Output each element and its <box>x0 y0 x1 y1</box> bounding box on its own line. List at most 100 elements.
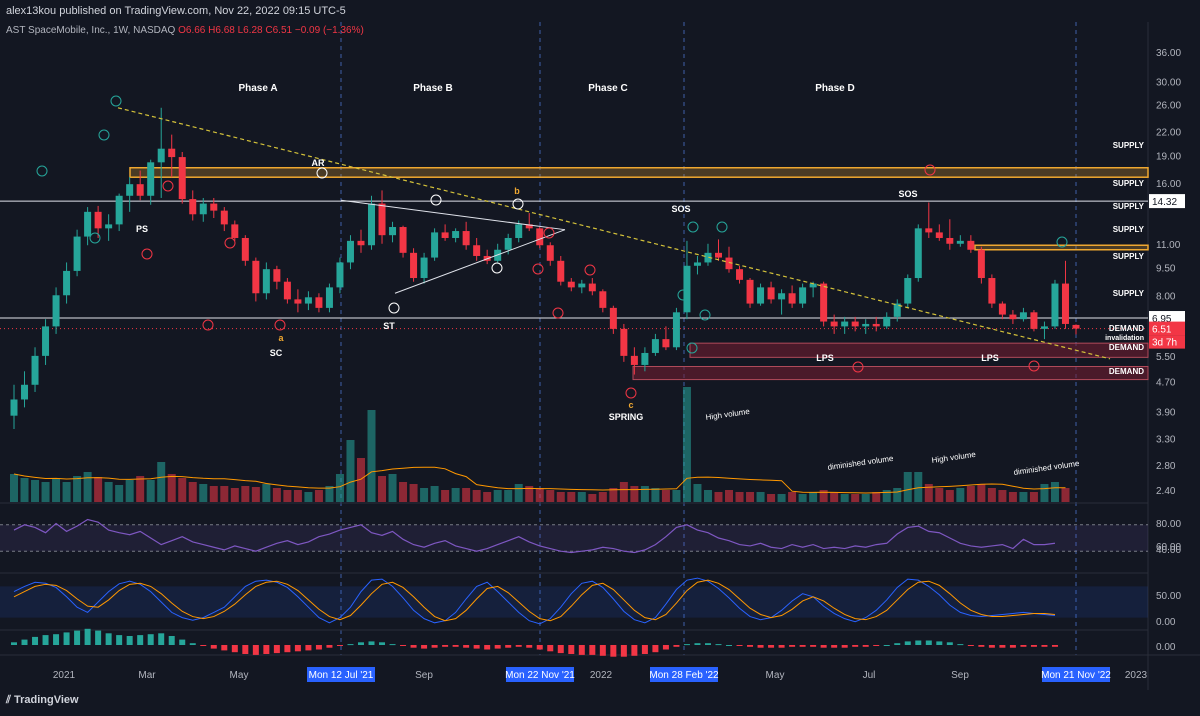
price-axis-label: 36.00 <box>1156 48 1181 59</box>
macd-histogram-bar <box>421 645 428 649</box>
volume-bar <box>703 490 712 502</box>
volume-bar <box>356 458 365 502</box>
candle-body <box>557 260 565 282</box>
macd-histogram-bar <box>273 645 280 654</box>
macd-histogram-bar <box>452 645 459 647</box>
footer-bar: ⫽ TradingView <box>0 690 1200 711</box>
annotations-layer: Phase A Phase B Phase C Phase D SUPPLY SUPPLY… <box>36 83 1145 477</box>
macd-histogram-bar <box>1030 645 1037 647</box>
candle-body <box>841 321 849 327</box>
volume-bar <box>420 488 429 502</box>
macd-histogram-bar <box>557 645 564 654</box>
volume-bar <box>998 490 1007 502</box>
volume-bar <box>62 482 71 502</box>
candle-body <box>820 283 828 322</box>
time-axis-marker <box>1042 667 1110 682</box>
volume-bar <box>914 472 923 502</box>
wave-count-circle <box>686 342 698 354</box>
time-axis-label: Sep <box>951 670 969 681</box>
macd-histogram-bar <box>757 645 764 648</box>
demand-zone <box>632 366 1149 381</box>
macd-histogram-bar <box>84 628 91 645</box>
countdown-label: 3d 7h <box>1152 338 1177 349</box>
wyckoff-label: AR <box>312 158 325 168</box>
volume-bar <box>378 476 387 502</box>
wave-count-circle <box>852 361 864 373</box>
brand-text: TradingView <box>13 694 79 706</box>
macd-histogram-bar <box>294 645 301 652</box>
macd-histogram-bar <box>137 635 144 645</box>
volume-bar <box>52 478 61 502</box>
candle-body <box>935 232 943 238</box>
macd-histogram-bar <box>210 645 217 649</box>
candle-body <box>736 269 744 280</box>
volume-bar <box>346 440 355 502</box>
candle-body <box>672 312 680 348</box>
macd-histogram-bar <box>63 632 70 645</box>
volume-bar <box>178 478 187 502</box>
volume-bar <box>504 490 513 502</box>
macd-histogram-bar <box>515 645 522 647</box>
candle-body <box>199 203 207 215</box>
time-axis-marker <box>650 667 718 682</box>
candle-body <box>904 278 912 304</box>
macd-histogram-bar <box>789 645 796 647</box>
wyckoff-label: SOS <box>898 189 917 199</box>
volume-bar <box>546 490 555 502</box>
volume-bar <box>977 484 986 502</box>
candle-body <box>42 326 50 356</box>
candle-body <box>1061 283 1069 324</box>
time-axis-marker <box>307 667 375 682</box>
volume-bar <box>399 482 408 502</box>
triangle-upper-line <box>340 199 566 231</box>
macd-histogram-bar <box>978 645 985 647</box>
macd-axis-label: 0.00 <box>1156 642 1176 653</box>
candle-body <box>1019 312 1027 320</box>
macd-histogram-bar <box>252 645 259 655</box>
macd-histogram-bar <box>736 645 743 646</box>
candle-body <box>925 228 933 233</box>
candle-body <box>389 227 397 236</box>
time-axis-label: 2021 <box>53 670 76 681</box>
candle-body <box>420 257 428 279</box>
macd-histogram-bar <box>1009 645 1016 648</box>
zone-side-label: SUPPLY <box>1113 252 1145 261</box>
macd-histogram-bar <box>547 645 554 652</box>
price-axis-marker <box>1149 321 1185 336</box>
candle-body <box>714 252 722 258</box>
tradingview-logo[interactable]: ⫽ TradingView <box>6 694 79 706</box>
rsi-axis-label: 40.00 <box>1156 545 1181 556</box>
price-axis-label: 26.00 <box>1156 101 1181 112</box>
candle-body <box>609 307 617 329</box>
price-axis-label: 4.70 <box>1156 377 1176 388</box>
volume-bar <box>525 486 534 502</box>
triangle-lower-line <box>394 229 566 294</box>
candle-body <box>599 291 607 308</box>
price-axis-label: 3.90 <box>1156 407 1176 418</box>
wave-count-circle <box>110 95 122 107</box>
demand-zone <box>689 342 1149 358</box>
time-axis-label: May <box>230 670 249 681</box>
candle-body <box>883 316 891 327</box>
macd-histogram-bar <box>263 645 270 654</box>
volume-bar <box>567 492 576 502</box>
macd-histogram-bar <box>221 645 228 651</box>
price-axis-label: 9.50 <box>1156 263 1176 274</box>
wave-count-circle <box>388 302 400 314</box>
stoch-axis-label: 50.00 <box>1156 591 1181 602</box>
publisher-text: alex13kou published on TradingView.com, … <box>6 5 346 17</box>
macd-histogram-bar <box>652 645 659 653</box>
phase-label: Phase C <box>588 83 627 94</box>
volume-bar <box>125 480 134 502</box>
zone-side-label: SUPPLY <box>1113 202 1145 211</box>
candle-body <box>168 148 176 158</box>
candle-body <box>136 184 144 196</box>
candle-body <box>105 224 113 229</box>
wave-count-circle <box>552 307 564 319</box>
wyckoff-label: c <box>628 400 633 410</box>
rsi-axis-label: 60.00 <box>1156 542 1181 553</box>
price-axis-label: 3.30 <box>1156 434 1176 445</box>
candle-body <box>1040 326 1048 329</box>
